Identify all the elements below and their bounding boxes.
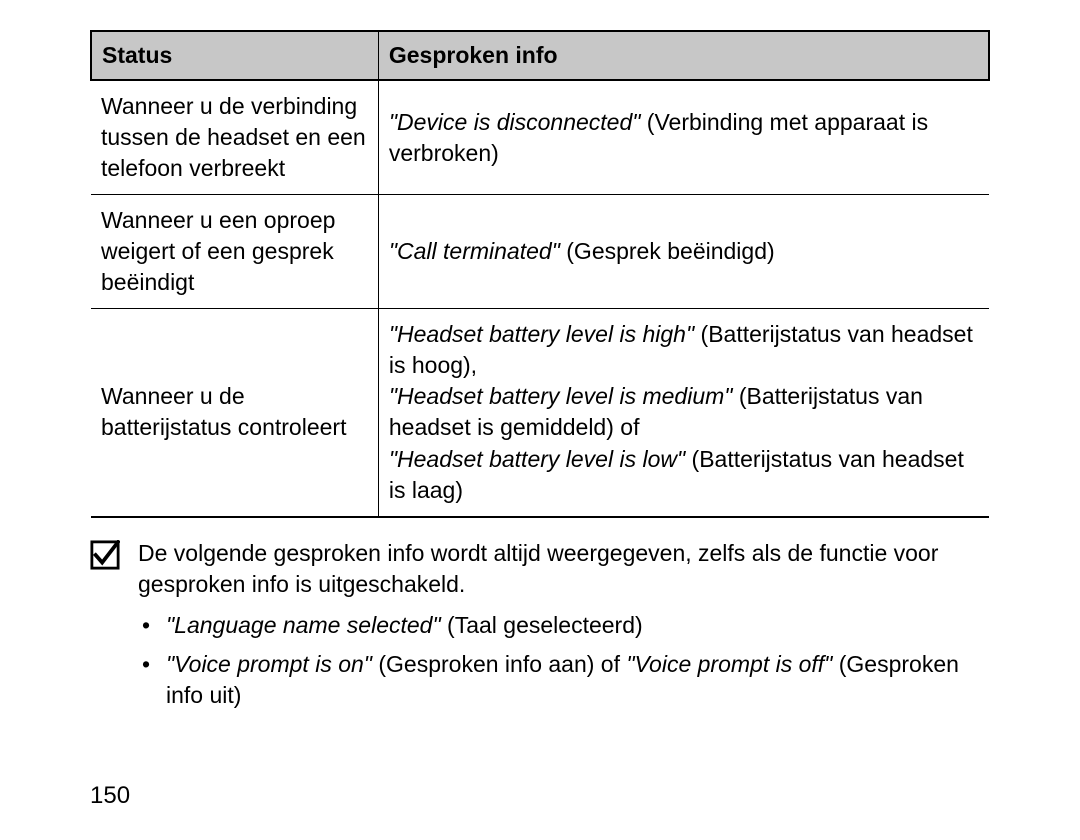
table-row: Wanneer u een oproep weigert of een gesp… bbox=[91, 195, 989, 309]
note-block: De volgende gesproken info wordt altijd … bbox=[90, 538, 990, 600]
header-info: Gesproken info bbox=[378, 31, 989, 80]
page-number: 150 bbox=[90, 780, 130, 812]
voice-prompt-text: "Headset battery level is medium" bbox=[389, 383, 733, 409]
voice-prompt-text: "Call terminated" bbox=[389, 238, 560, 264]
voice-prompt-text: "Voice prompt is off" bbox=[626, 651, 832, 677]
cell-info: "Call terminated" (Gesprek beëindigd) bbox=[378, 195, 989, 309]
table-row: Wanneer u de batterijstatus controleert … bbox=[91, 309, 989, 517]
cell-info: "Device is disconnected" (Verbinding met… bbox=[378, 80, 989, 195]
voice-prompt-text: "Voice prompt is on" bbox=[166, 651, 372, 677]
cell-status: Wanneer u een oproep weigert of een gesp… bbox=[91, 195, 378, 309]
document-page: Status Gesproken info Wanneer u de verbi… bbox=[0, 0, 1080, 840]
cell-status: Wanneer u de batterijstatus controleert bbox=[91, 309, 378, 517]
voice-prompt-text: "Device is disconnected" bbox=[389, 109, 641, 135]
checkbox-icon bbox=[90, 540, 120, 570]
table-row: Wanneer u de verbinding tussen de headse… bbox=[91, 80, 989, 195]
status-table: Status Gesproken info Wanneer u de verbi… bbox=[90, 30, 990, 518]
translation-text: (Gesprek beëindigd) bbox=[560, 238, 775, 264]
voice-prompt-text: "Headset battery level is low" bbox=[389, 446, 685, 472]
translation-text: (Gesproken info aan) of bbox=[372, 651, 626, 677]
note-text: De volgende gesproken info wordt altijd … bbox=[138, 538, 990, 600]
voice-prompt-text: "Language name selected" bbox=[166, 612, 441, 638]
cell-status: Wanneer u de verbinding tussen de headse… bbox=[91, 80, 378, 195]
bullet-list: "Language name selected" (Taal geselecte… bbox=[138, 610, 990, 711]
translation-text: (Taal geselecteerd) bbox=[441, 612, 643, 638]
header-status: Status bbox=[91, 31, 378, 80]
cell-info: "Headset battery level is high" (Batteri… bbox=[378, 309, 989, 517]
list-item: "Language name selected" (Taal geselecte… bbox=[138, 610, 990, 641]
table-header-row: Status Gesproken info bbox=[91, 31, 989, 80]
list-item: "Voice prompt is on" (Gesproken info aan… bbox=[138, 649, 990, 711]
voice-prompt-text: "Headset battery level is high" bbox=[389, 321, 694, 347]
